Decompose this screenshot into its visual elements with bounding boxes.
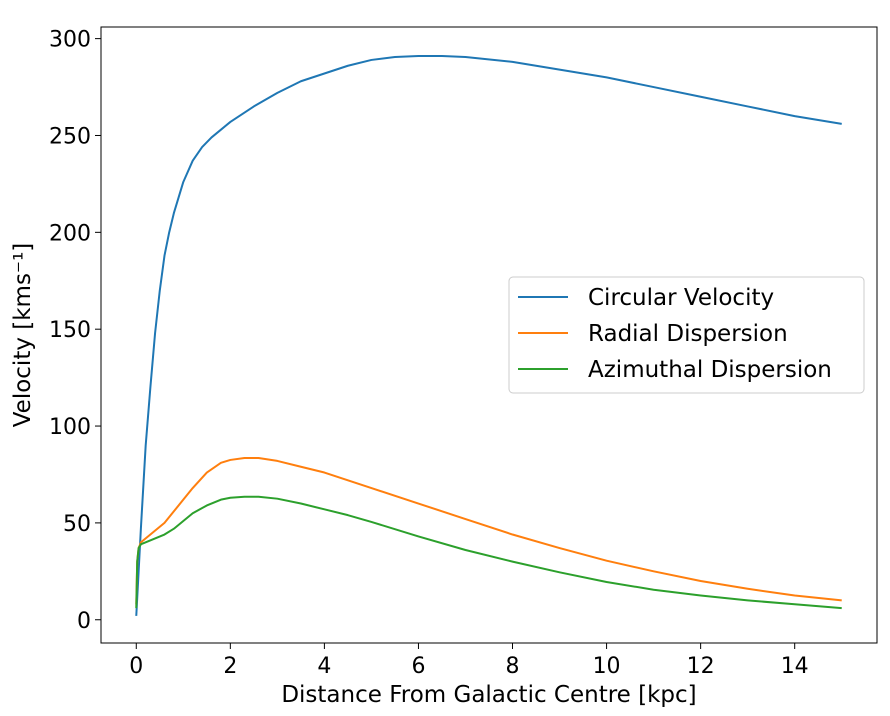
y-axis: 0 50 100 150 200 250 300 bbox=[49, 28, 101, 634]
y-tick-label: 250 bbox=[49, 124, 91, 149]
x-tick-label: 4 bbox=[317, 654, 331, 679]
x-tick-label: 6 bbox=[411, 654, 425, 679]
series-line-radial-dispersion bbox=[135, 457, 842, 605]
x-tick-label: 0 bbox=[129, 654, 143, 679]
y-tick-label: 200 bbox=[49, 221, 91, 246]
legend-label-radial-dispersion: Radial Dispersion bbox=[588, 321, 788, 347]
y-tick-label: 150 bbox=[49, 318, 91, 343]
x-tick-label: 8 bbox=[506, 654, 520, 679]
x-tick-label: 10 bbox=[593, 654, 621, 679]
x-axis-label: Distance From Galactic Centre [kpc] bbox=[281, 682, 696, 708]
series-line-azimuthal-dispersion bbox=[135, 495, 842, 610]
y-tick-label: 50 bbox=[63, 512, 91, 537]
series-line-circular-velocity bbox=[135, 55, 842, 616]
x-tick-label: 12 bbox=[687, 654, 715, 679]
series-layer bbox=[135, 55, 842, 616]
plot-frame bbox=[100, 26, 878, 644]
legend-box bbox=[508, 276, 865, 394]
legend-label-azimuthal-dispersion: Azimuthal Dispersion bbox=[588, 357, 832, 383]
y-tick-label: 100 bbox=[49, 415, 91, 440]
y-axis-label: Velocity [kms⁻¹] bbox=[10, 243, 36, 428]
legend-label-circular-velocity: Circular Velocity bbox=[588, 285, 774, 311]
y-tick-label: 0 bbox=[77, 609, 91, 634]
y-tick-label: 300 bbox=[49, 28, 91, 53]
x-tick-label: 14 bbox=[781, 654, 809, 679]
x-axis: 0 2 4 6 8 10 12 14 bbox=[129, 643, 809, 679]
x-tick-label: 2 bbox=[223, 654, 237, 679]
legend: Circular Velocity Radial Dispersion Azim… bbox=[508, 276, 865, 394]
